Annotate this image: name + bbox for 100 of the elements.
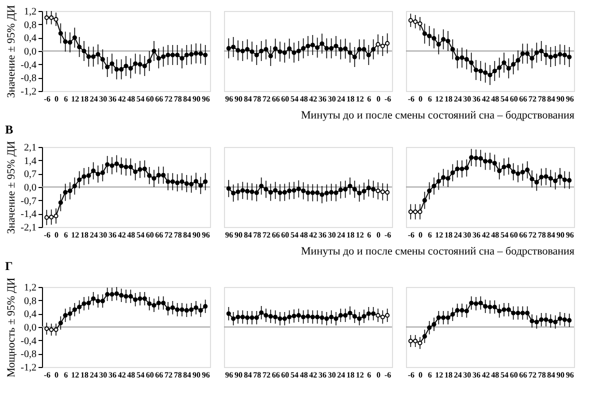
x-tick-label: 72 [262,370,270,380]
x-tick-label: 12 [435,370,444,380]
x-tick-label: 6 [64,370,68,380]
x-tick-label: 90 [556,370,564,380]
x-tick-label: 60 [281,230,290,240]
x-tick-label: 48 [300,94,308,104]
x-tick-label: -6 [384,370,392,380]
x-tick-label: 96 [225,94,234,104]
x-tick-label: 84 [547,94,556,104]
x-tick-label: 66 [519,370,528,380]
x-tick-label: 96 [202,94,210,104]
x-tick-label: 48 [127,94,136,104]
y-tick-label: 0,0 [24,46,36,58]
x-tick-label: 72 [164,370,172,380]
x-tick-label: 42 [118,370,126,380]
x-tick-label: 6 [64,230,68,240]
x-tick-label: -6 [408,230,415,240]
x-tick-label: 12 [71,94,80,104]
x-tick-label: 30 [99,370,108,380]
y-tick-label: 0,7 [24,169,36,180]
x-tick-label: 24 [454,370,462,380]
x-tick-label: 60 [146,94,154,104]
x-tick-label: 66 [155,230,164,240]
x-tick-label: 24 [337,230,346,240]
x-tick-label: 42 [309,230,318,240]
y-tick-label: -1,2 [20,86,36,98]
y-tick-label: -1,2 [20,362,36,374]
x-tick-label: 48 [300,230,308,240]
x-tick-label: 30 [99,94,108,104]
x-tick-label: 48 [127,370,136,380]
y-tick-label: -0,8 [20,73,36,84]
x-tick-label: 78 [174,370,182,380]
x-tick-label: 36 [108,370,116,380]
x-tick-label: 48 [491,370,500,380]
x-tick-label: -6 [408,94,415,104]
y-tick-label: -0,4 [20,336,36,347]
x-tick-label: 0 [54,94,58,104]
x-tick-label: 6 [428,94,432,104]
x-axis-title: Минуты до и после смены состояний сна – бодрствования [301,246,574,258]
y-tick-label: 0,0 [24,182,36,194]
x-tick-label: 78 [538,370,546,380]
x-tick-label: 36 [318,370,326,380]
x-tick-label: 54 [136,94,144,104]
x-tick-label: 96 [225,230,234,240]
x-tick-label: 90 [192,230,200,240]
x-tick-label: 18 [346,370,354,380]
x-tick-label: 30 [328,230,336,240]
x-tick-label: 48 [491,94,500,104]
x-tick-label: 78 [253,94,262,104]
x-tick-label: 12 [356,230,364,240]
x-tick-label: 12 [435,230,444,240]
x-tick-label: 6 [428,370,432,380]
x-tick-label: -6 [408,370,415,380]
x-tick-label: 30 [463,94,472,104]
x-tick-label: 0 [54,230,58,240]
x-tick-label: 6 [367,94,372,104]
x-tick-label: 96 [566,94,574,104]
chart-title: В [5,122,14,137]
x-tick-label: 36 [472,370,480,380]
x-tick-label: 36 [318,94,326,104]
x-tick-label: 54 [290,370,298,380]
x-tick-label: 72 [262,94,270,104]
x-tick-label: 24 [337,94,346,104]
x-tick-label: 66 [519,230,528,240]
x-tick-label: 24 [337,370,346,380]
x-tick-label: 60 [281,370,290,380]
x-tick-label: 30 [99,230,108,240]
x-tick-label: 96 [225,370,234,380]
x-tick-label: 0 [418,370,422,380]
x-tick-label: 30 [328,370,336,380]
x-tick-label: 12 [356,370,364,380]
x-tick-label: 42 [482,230,490,240]
x-tick-label: 12 [356,94,364,104]
y-tick-label: 0,8 [24,20,36,31]
y-tick-label: -0,4 [20,60,36,71]
x-tick-label: 30 [463,370,472,380]
x-tick-label: 6 [367,370,372,380]
x-tick-label: 72 [164,94,172,104]
x-tick-label: 24 [454,230,462,240]
x-tick-label: 30 [463,230,472,240]
x-tick-label: -6 [44,230,51,240]
x-tick-label: 96 [202,370,210,380]
x-tick-label: 60 [146,230,154,240]
x-tick-label: 48 [491,230,500,240]
x-tick-label: 66 [272,230,280,240]
x-tick-label: 90 [234,370,242,380]
x-tick-label: 96 [566,230,574,240]
x-tick-label: 66 [519,94,528,104]
x-tick-label: 48 [127,230,136,240]
x-tick-label: 60 [510,230,518,240]
x-tick-label: 84 [244,370,252,380]
x-tick-label: 18 [444,370,452,380]
x-tick-label: 54 [500,370,508,380]
x-tick-label: -6 [384,230,392,240]
x-tick-label: 12 [435,94,444,104]
y-axis-title: Мощность ± 95% ДИ [6,278,18,378]
x-tick-label: 54 [500,94,508,104]
x-tick-label: 96 [566,370,574,380]
y-tick-label: 1,4 [24,156,36,167]
x-tick-label: 84 [244,94,252,104]
